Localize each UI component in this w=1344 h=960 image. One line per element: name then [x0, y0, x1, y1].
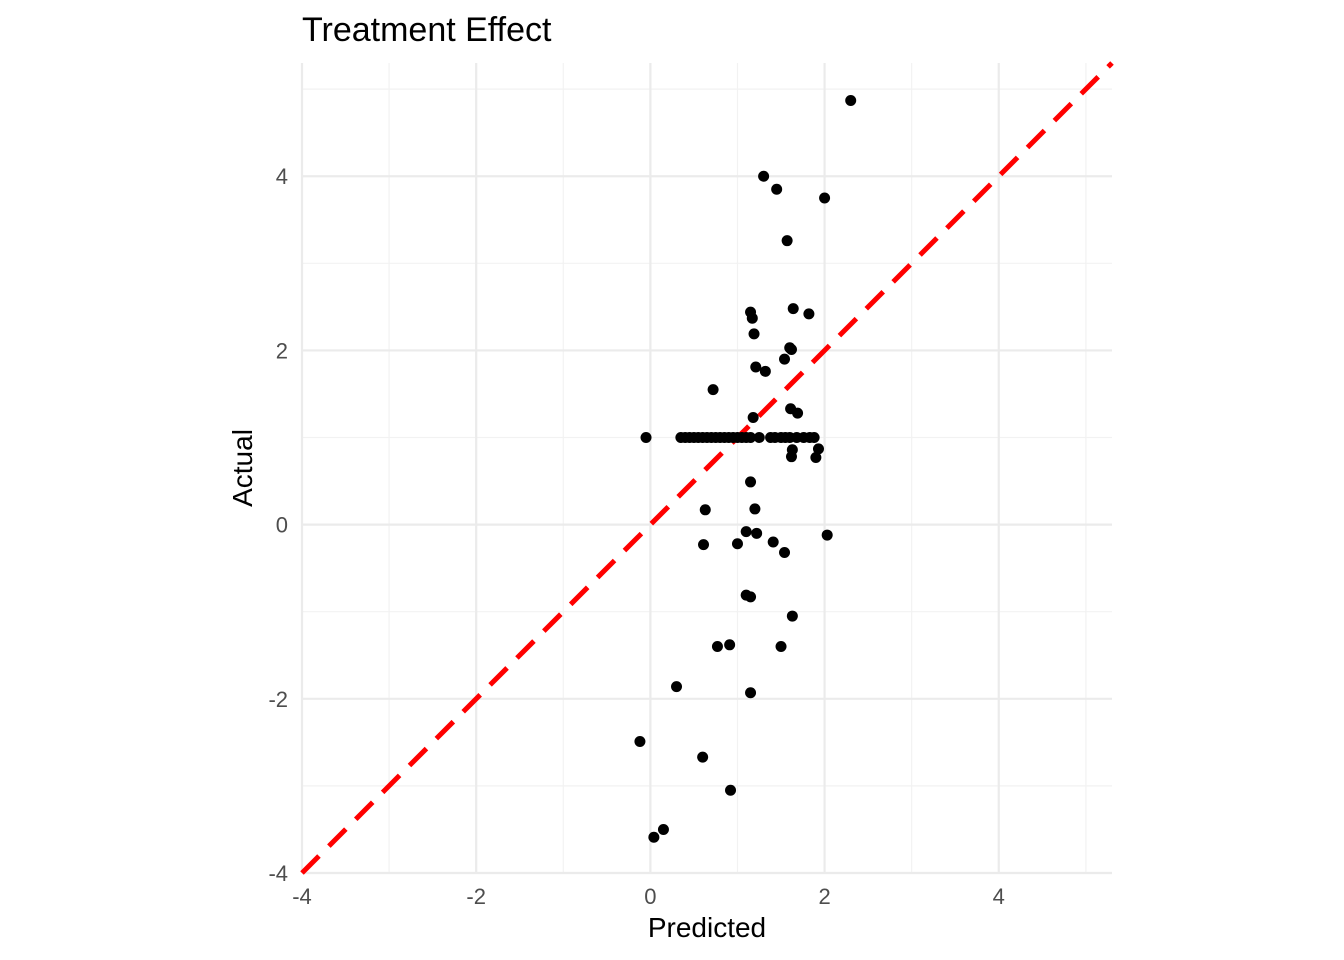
data-point: [775, 641, 787, 653]
data-point: [819, 192, 831, 204]
data-point: [745, 476, 757, 488]
x-axis-ticks: -4 -2 0 2 4: [292, 884, 1005, 909]
y-tick-label: 0: [276, 513, 288, 538]
data-point: [740, 526, 752, 538]
major-grid: [300, 63, 1112, 875]
x-tick-label: -4: [292, 884, 312, 909]
data-point: [707, 384, 719, 396]
minor-grid: [302, 63, 1112, 873]
data-point: [759, 365, 771, 377]
data-point: [745, 432, 757, 444]
data-point: [725, 784, 737, 796]
data-point: [767, 536, 779, 548]
data-point: [810, 452, 822, 464]
data-point: [753, 432, 765, 444]
data-point: [786, 610, 798, 622]
x-axis-title: Predicted: [648, 912, 766, 943]
data-point: [812, 443, 824, 455]
chart-title: Treatment Effect: [302, 11, 552, 49]
identity-reference-line: [300, 61, 1114, 875]
data-point: [758, 170, 770, 182]
y-tick-label: -2: [268, 687, 288, 712]
data-point: [771, 183, 783, 195]
y-tick-label: 2: [276, 338, 288, 363]
data-point: [747, 411, 759, 423]
data-point: [711, 641, 723, 653]
x-tick-label: 4: [993, 884, 1005, 909]
data-point: [750, 361, 762, 373]
data-point: [751, 527, 763, 539]
data-point: [749, 503, 761, 515]
y-tick-label: -4: [268, 861, 288, 886]
data-point: [785, 344, 797, 356]
data-point: [699, 504, 711, 516]
data-point: [640, 432, 652, 444]
y-tick-label: 4: [276, 164, 288, 189]
x-tick-label: 2: [818, 884, 830, 909]
data-point: [697, 751, 709, 763]
data-point: [779, 353, 791, 365]
data-point: [746, 312, 758, 324]
data-point: [808, 432, 820, 444]
data-points: [634, 94, 857, 843]
data-point: [779, 546, 791, 558]
data-point: [634, 735, 646, 747]
y-axis-ticks: -4 -2 0 2 4: [268, 164, 288, 886]
data-point: [792, 407, 804, 419]
data-point: [821, 529, 833, 541]
data-point: [731, 538, 743, 550]
data-point: [745, 591, 757, 603]
data-point: [648, 831, 660, 843]
data-point: [803, 308, 815, 320]
data-point: [787, 303, 799, 315]
data-point: [657, 823, 669, 835]
data-point: [845, 94, 857, 106]
x-tick-label: -2: [466, 884, 486, 909]
data-point: [671, 681, 683, 693]
x-tick-label: 0: [644, 884, 656, 909]
data-point: [781, 235, 793, 247]
data-point: [745, 687, 757, 699]
data-point: [748, 328, 760, 340]
y-axis-title: Actual: [227, 429, 258, 507]
data-point: [785, 451, 797, 463]
data-point: [724, 639, 736, 651]
data-point: [698, 539, 710, 551]
